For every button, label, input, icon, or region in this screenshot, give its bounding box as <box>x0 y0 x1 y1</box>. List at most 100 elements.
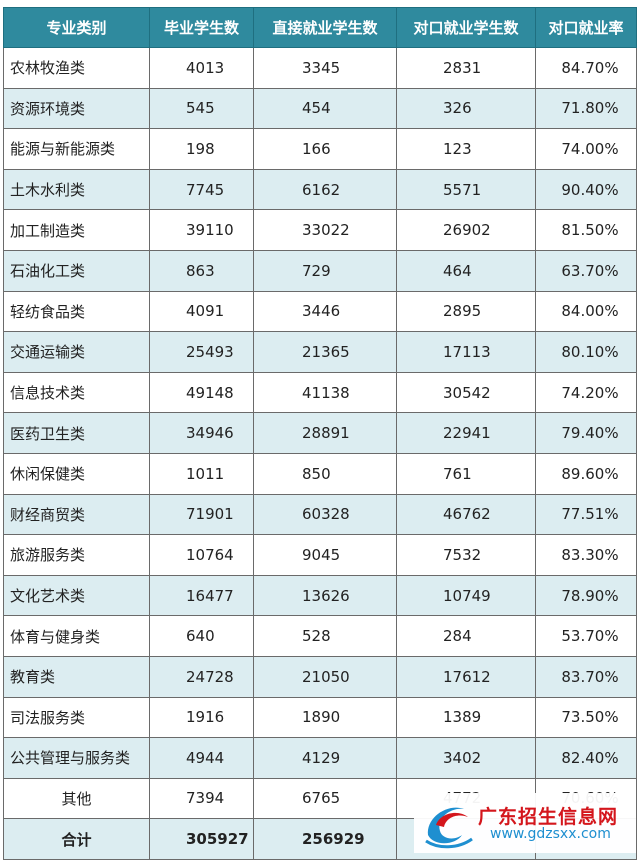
table-row: 教育类 24728 21050 17612 83.70% <box>3 655 637 698</box>
table-row: 文化艺术类 16477 13626 10749 78.90% <box>3 574 637 617</box>
matched-rate-cell: 82.40% <box>535 737 637 779</box>
matched-rate-cell: 84.00% <box>535 290 637 333</box>
watermark-name: 广东招生信息网 <box>478 806 619 828</box>
graduates-cell: 34946 <box>149 412 254 454</box>
direct-employed-cell: 60328 <box>253 493 397 536</box>
direct-employed-cell: 166 <box>253 128 397 170</box>
matched-rate-cell: 73.50% <box>535 696 637 739</box>
direct-employed-cell: 3345 <box>253 47 397 89</box>
table-row: 加工制造类 39110 33022 26902 81.50% <box>3 209 637 251</box>
category-cell: 加工制造类 <box>3 209 150 251</box>
matched-rate-cell: 77.51% <box>535 493 637 536</box>
logo-swirl-icon <box>425 807 473 849</box>
direct-employed-cell: 6162 <box>253 168 397 211</box>
matched-employed-cell: 7532 <box>396 534 536 576</box>
graduates-cell: 4091 <box>149 290 254 333</box>
matched-employed-cell: 26902 <box>396 209 536 251</box>
table-row: 公共管理与服务类 4944 4129 3402 82.40% <box>3 737 637 779</box>
graduates-cell: 49148 <box>149 371 254 414</box>
table-row: 土木水利类 7745 6162 5571 90.40% <box>3 168 637 211</box>
table-row: 休闲保健类 1011 850 761 89.60% <box>3 452 637 495</box>
direct-employed-cell: 528 <box>253 615 397 657</box>
category-cell: 司法服务类 <box>3 696 150 739</box>
matched-rate-cell: 81.50% <box>535 209 637 251</box>
matched-rate-cell: 63.70% <box>535 249 637 292</box>
matched-rate-cell: 74.00% <box>535 128 637 170</box>
graduates-cell: 16477 <box>149 574 254 617</box>
category-cell: 土木水利类 <box>3 168 150 211</box>
table-header: 专业类别 毕业学生数 直接就业学生数 对口就业学生数 对口就业率 <box>3 7 637 48</box>
category-cell: 旅游服务类 <box>3 534 150 576</box>
matched-employed-cell: 30542 <box>396 371 536 414</box>
direct-employed-cell: 41138 <box>253 371 397 414</box>
category-cell: 轻纺食品类 <box>3 290 150 333</box>
direct-employed-cell: 454 <box>253 87 397 130</box>
matched-employed-cell: 10749 <box>396 574 536 617</box>
matched-rate-cell: 74.20% <box>535 371 637 414</box>
matched-rate-cell: 79.40% <box>535 412 637 454</box>
category-cell: 能源与新能源类 <box>3 128 150 170</box>
category-cell: 文化艺术类 <box>3 574 150 617</box>
table-row: 交通运输类 25493 21365 17113 80.10% <box>3 331 637 373</box>
category-cell: 信息技术类 <box>3 371 150 414</box>
direct-employed-cell: 28891 <box>253 412 397 454</box>
matched-employed-cell: 46762 <box>396 493 536 536</box>
matched-employed-cell: 761 <box>396 452 536 495</box>
table-row: 体育与健身类 640 528 284 53.70% <box>3 615 637 657</box>
direct-employed-cell: 33022 <box>253 209 397 251</box>
direct-employed-cell: 21365 <box>253 331 397 373</box>
graduates-cell: 7745 <box>149 168 254 211</box>
graduates-cell: 305927 <box>149 818 254 860</box>
category-cell: 资源环境类 <box>3 87 150 130</box>
matched-employed-cell: 326 <box>396 87 536 130</box>
matched-employed-cell: 123 <box>396 128 536 170</box>
graduates-cell: 640 <box>149 615 254 657</box>
matched-rate-cell: 90.40% <box>535 168 637 211</box>
employment-table-container: 专业类别 毕业学生数 直接就业学生数 对口就业学生数 对口就业率 农林牧渔类 40… <box>3 7 637 860</box>
matched-rate-cell: 80.10% <box>535 331 637 373</box>
graduates-cell: 24728 <box>149 655 254 698</box>
direct-employed-cell: 3446 <box>253 290 397 333</box>
graduates-cell: 39110 <box>149 209 254 251</box>
direct-employed-cell: 1890 <box>253 696 397 739</box>
table-row: 农林牧渔类 4013 3345 2831 84.70% <box>3 47 637 89</box>
matched-rate-cell: 78.90% <box>535 574 637 617</box>
graduates-cell: 1916 <box>149 696 254 739</box>
direct-employed-cell: 13626 <box>253 574 397 617</box>
graduates-cell: 4013 <box>149 47 254 89</box>
matched-employed-cell: 17612 <box>396 655 536 698</box>
direct-employed-cell: 9045 <box>253 534 397 576</box>
header-row: 专业类别 毕业学生数 直接就业学生数 对口就业学生数 对口就业率 <box>3 7 637 48</box>
direct-employed-cell: 256929 <box>253 818 397 860</box>
matched-employed-cell: 464 <box>396 249 536 292</box>
graduates-cell: 7394 <box>149 777 254 820</box>
header-category: 专业类别 <box>3 7 150 48</box>
graduates-cell: 863 <box>149 249 254 292</box>
matched-rate-cell: 71.80% <box>535 87 637 130</box>
matched-employed-cell: 284 <box>396 615 536 657</box>
direct-employed-cell: 21050 <box>253 655 397 698</box>
graduates-cell: 10764 <box>149 534 254 576</box>
table-row: 能源与新能源类 198 166 123 74.00% <box>3 128 637 170</box>
matched-employed-cell: 3402 <box>396 737 536 779</box>
table-row: 财经商贸类 71901 60328 46762 77.51% <box>3 493 637 536</box>
graduates-cell: 4944 <box>149 737 254 779</box>
matched-employed-cell: 1389 <box>396 696 536 739</box>
header-matched-rate: 对口就业率 <box>535 7 637 48</box>
matched-rate-cell: 53.70% <box>535 615 637 657</box>
employment-table: 专业类别 毕业学生数 直接就业学生数 对口就业学生数 对口就业率 农林牧渔类 40… <box>3 7 637 860</box>
matched-employed-cell: 22941 <box>396 412 536 454</box>
watermark: 广东招生信息网 www.gdzsxx.com <box>414 793 636 853</box>
direct-employed-cell: 4129 <box>253 737 397 779</box>
matched-employed-cell: 2831 <box>396 47 536 89</box>
watermark-url: www.gdzsxx.com <box>490 826 611 842</box>
matched-rate-cell: 84.70% <box>535 47 637 89</box>
category-cell: 其他 <box>3 777 150 820</box>
category-cell: 农林牧渔类 <box>3 47 150 89</box>
direct-employed-cell: 850 <box>253 452 397 495</box>
matched-rate-cell: 83.70% <box>535 655 637 698</box>
category-cell: 教育类 <box>3 655 150 698</box>
header-direct-employed: 直接就业学生数 <box>253 7 397 48</box>
direct-employed-cell: 6765 <box>253 777 397 820</box>
table-row: 司法服务类 1916 1890 1389 73.50% <box>3 696 637 739</box>
